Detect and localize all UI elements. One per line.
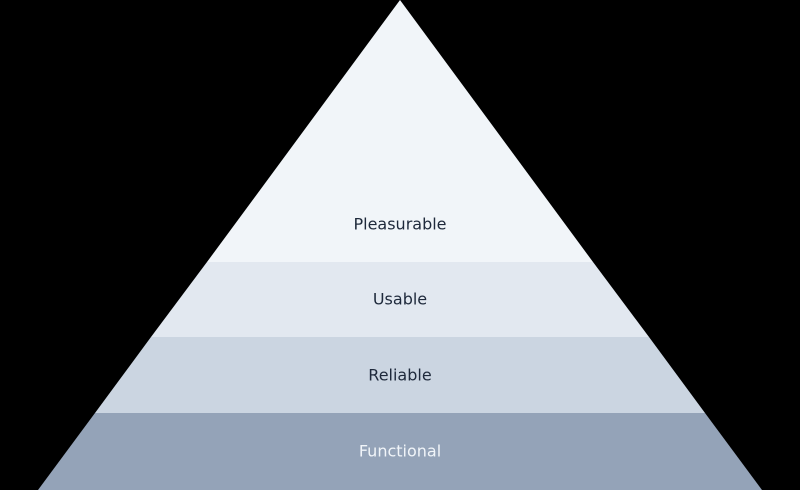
pyramid-label-reliable: Reliable <box>368 366 431 385</box>
pyramid-level-pleasurable <box>207 0 593 262</box>
pyramid-level-usable <box>151 262 649 337</box>
pyramid-label-pleasurable: Pleasurable <box>353 215 446 234</box>
pyramid-level-functional <box>38 413 762 490</box>
pyramid-level-reliable <box>95 337 705 413</box>
pyramid-label-usable: Usable <box>373 290 427 309</box>
pyramid-label-functional: Functional <box>359 442 441 461</box>
